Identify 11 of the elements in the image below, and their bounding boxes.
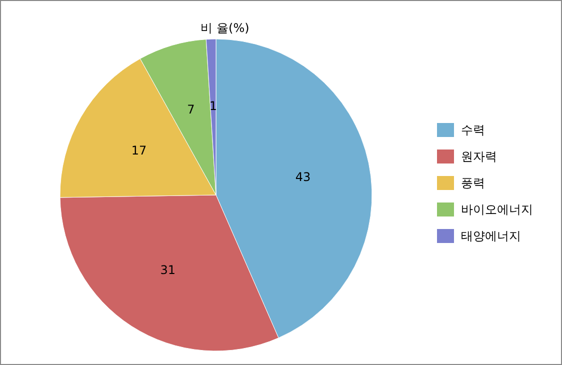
legend-label: 태양에너지 bbox=[461, 229, 521, 243]
data-label: 31 bbox=[160, 262, 176, 277]
legend-label: 원자력 bbox=[461, 150, 497, 164]
data-label: 43 bbox=[295, 170, 311, 184]
data-label: 7 bbox=[187, 102, 195, 117]
legend-label: 수력 bbox=[461, 123, 485, 137]
data-label: 1 bbox=[209, 99, 217, 114]
chart-title: 비 율(%) bbox=[200, 21, 250, 35]
legend-label: 바이오에너지 bbox=[461, 202, 533, 216]
legend-label: 풍력 bbox=[461, 176, 485, 190]
data-label: 17 bbox=[131, 144, 147, 158]
